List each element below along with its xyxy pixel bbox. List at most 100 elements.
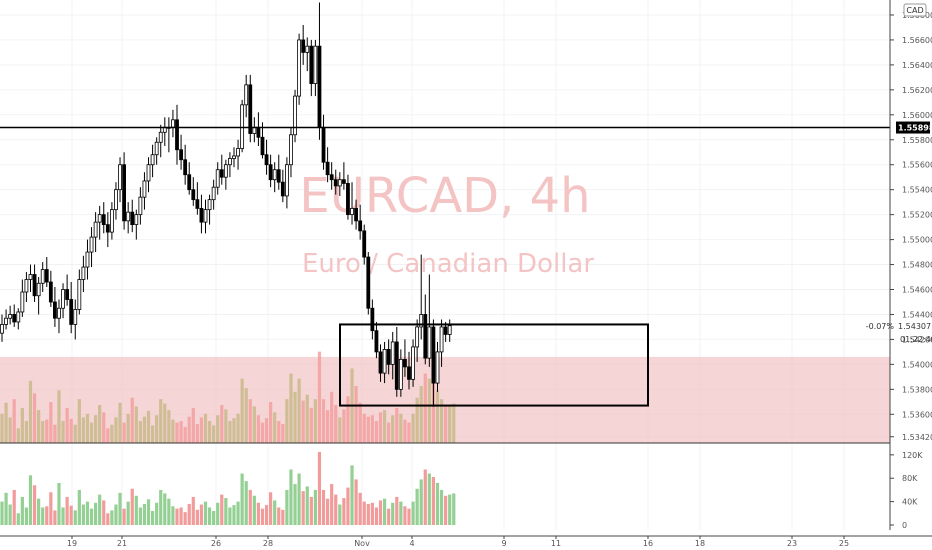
candle-body <box>276 169 281 183</box>
volume-axis[interactable]: 120K 80K 40K 0 <box>890 451 923 530</box>
overlay-volume-bar <box>28 380 33 443</box>
volume-bar <box>73 510 77 525</box>
volume-bar <box>167 498 171 525</box>
candle-body <box>236 148 240 157</box>
candle-body <box>264 154 269 166</box>
overlay-volume-bar <box>277 421 281 443</box>
candle-body <box>280 181 285 197</box>
overlay-volume-bar <box>69 418 73 443</box>
overlay-volume-bar <box>155 415 159 443</box>
overlay-volume-bar <box>366 416 370 443</box>
time-tick-label: 28 <box>263 539 273 548</box>
price-tick-label: 1.54400 <box>902 310 932 319</box>
overlay-volume-bar <box>4 402 8 443</box>
overlay-volume-bar <box>0 413 4 443</box>
volume-bar <box>297 473 301 525</box>
overlay-volume-bar <box>16 428 20 443</box>
overlay-volume-bar <box>45 419 49 443</box>
overlay-volume-bar <box>134 406 138 443</box>
time-tick-label: 25 <box>839 539 849 548</box>
volume-bar <box>179 507 183 525</box>
price-axis[interactable]: 1.568001.566001.564001.562001.560001.558… <box>890 11 932 442</box>
overlay-volume-bar <box>435 390 440 443</box>
overlay-volume-bar <box>256 415 261 443</box>
candle-body <box>105 224 110 233</box>
overlay-volume-bar <box>159 399 163 443</box>
volume-bar <box>89 508 94 525</box>
candle-body <box>260 136 265 156</box>
time-tick-label: 4 <box>409 539 414 548</box>
volume-bar <box>232 505 236 525</box>
candle-body <box>199 207 204 223</box>
volume-bar <box>273 500 277 525</box>
volume-bar <box>354 479 358 525</box>
overlay-volume-bar <box>106 428 110 443</box>
volume-bar <box>358 492 362 525</box>
candle-body <box>101 214 106 226</box>
volume-bar <box>12 489 16 525</box>
overlay-volume-bar <box>163 403 167 443</box>
overlay-volume-bar <box>342 409 346 443</box>
line-level-label: 1.55898 <box>898 124 932 133</box>
overlay-volume-bar <box>110 424 114 443</box>
overlay-volume-bar <box>98 405 102 443</box>
overlay-volume-bar <box>85 413 90 443</box>
candle-body <box>175 119 179 151</box>
overlay-volume-bar <box>407 422 411 443</box>
overlay-volume-bar <box>326 410 330 443</box>
time-axis[interactable]: 19 21 26 28 Nov 4 9 11 16 18 23 25 <box>67 536 849 548</box>
current-price-badge: 1.54307 <box>896 320 931 333</box>
candle-body <box>407 366 411 380</box>
candle-body <box>138 196 143 216</box>
candle-body <box>97 214 102 223</box>
candle-body <box>427 326 432 359</box>
volume-bar <box>289 469 293 525</box>
volume-bar <box>212 510 216 525</box>
volume-bar <box>0 501 4 525</box>
volume-bar <box>419 479 423 525</box>
overlay-volume-bar <box>297 378 301 443</box>
volume-bar <box>305 486 309 525</box>
candle-body <box>346 183 350 216</box>
rectangle-drawing[interactable] <box>339 323 649 407</box>
candle-body <box>415 326 420 348</box>
price-tick-label: 1.53420 <box>902 433 932 442</box>
candle-body <box>93 221 98 238</box>
candle-body <box>362 230 367 258</box>
volume-bar <box>439 489 444 525</box>
overlay-volume-bar <box>321 399 326 443</box>
volume-bar <box>350 465 354 525</box>
candle-body <box>109 209 114 233</box>
candle-body <box>447 325 452 335</box>
overlay-volume-bar <box>354 386 358 443</box>
volume-bar <box>102 500 106 525</box>
volume-tick-label: 80K <box>902 474 918 483</box>
time-tick-label: 11 <box>551 539 561 548</box>
currency-badge[interactable]: CAD <box>903 3 927 17</box>
candle-body <box>435 351 440 384</box>
overlay-volume-bar <box>444 406 448 443</box>
volume-bar <box>378 500 383 525</box>
volume-tick-label: 40K <box>902 498 918 507</box>
overlay-volume-bar <box>224 409 228 443</box>
overlay-volume-bar <box>171 419 175 443</box>
overlay-volume-bar <box>89 422 94 443</box>
candle-body <box>36 282 41 297</box>
volume-bar <box>57 482 61 525</box>
volume-bar <box>260 508 265 525</box>
volume-bar <box>20 496 24 525</box>
overlay-volume-bars <box>0 351 456 443</box>
volume-bar <box>45 506 49 525</box>
candle-body <box>228 158 232 166</box>
overlay-volume-bar <box>411 413 415 443</box>
time-tick-label: 18 <box>695 539 705 548</box>
volume-bar <box>24 507 29 525</box>
price-tick-label: 1.56400 <box>902 61 932 70</box>
price-tick-label: 1.54000 <box>902 360 932 369</box>
time-tick-label: 19 <box>67 539 77 548</box>
volume-bar <box>248 489 252 525</box>
candle-body <box>358 220 363 232</box>
volume-bar <box>338 504 342 525</box>
volume-bar <box>330 484 334 525</box>
